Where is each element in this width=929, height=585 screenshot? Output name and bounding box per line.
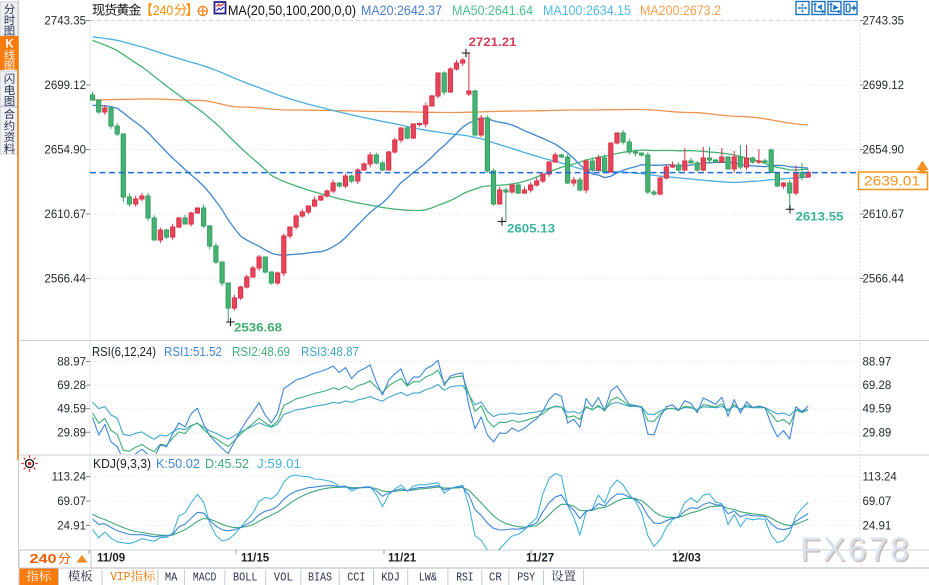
svg-text:RSI2:48.69: RSI2:48.69 bbox=[232, 345, 290, 359]
svg-text:2610.67: 2610.67 bbox=[863, 209, 905, 221]
svg-text:K: K bbox=[5, 39, 14, 51]
svg-text:69.07: 69.07 bbox=[57, 496, 86, 508]
svg-text:RSI1:51.52: RSI1:51.52 bbox=[164, 345, 222, 359]
svg-text:2610.67: 2610.67 bbox=[44, 209, 86, 221]
svg-text:11/21: 11/21 bbox=[388, 553, 417, 565]
svg-text:MA50:2641.64: MA50:2641.64 bbox=[452, 3, 533, 18]
svg-text:MA200:2673.2: MA200:2673.2 bbox=[640, 3, 721, 18]
svg-text:J:59.01: J:59.01 bbox=[257, 457, 301, 471]
svg-text:12/03: 12/03 bbox=[672, 553, 701, 565]
svg-text:49.59: 49.59 bbox=[57, 404, 86, 416]
svg-text:KDJ(9,3,3): KDJ(9,3,3) bbox=[93, 457, 151, 471]
svg-text:24.91: 24.91 bbox=[863, 520, 892, 532]
svg-text:2566.44: 2566.44 bbox=[863, 274, 905, 286]
svg-text:2613.55: 2613.55 bbox=[796, 210, 844, 224]
svg-text:MA100:2634.15: MA100:2634.15 bbox=[543, 3, 631, 18]
svg-text:88.97: 88.97 bbox=[863, 357, 892, 369]
svg-text:FX678: FX678 bbox=[800, 532, 911, 569]
svg-text:KDJ: KDJ bbox=[381, 572, 400, 585]
svg-text:MA(20,50,100,200,0,0): MA(20,50,100,200,0,0) bbox=[228, 3, 356, 18]
svg-text:K:50.02: K:50.02 bbox=[156, 457, 200, 471]
svg-text:11/09: 11/09 bbox=[97, 553, 125, 565]
svg-text:2699.12: 2699.12 bbox=[44, 80, 86, 92]
svg-text:FX678: FX678 bbox=[802, 533, 913, 570]
svg-text:2743.35: 2743.35 bbox=[863, 16, 905, 28]
svg-text:69.28: 69.28 bbox=[57, 380, 86, 392]
svg-text:2699.12: 2699.12 bbox=[863, 80, 905, 92]
svg-text:24.91: 24.91 bbox=[57, 520, 86, 532]
svg-text:D:45.52: D:45.52 bbox=[205, 457, 249, 471]
svg-text:2743.35: 2743.35 bbox=[44, 16, 86, 28]
svg-text:113.24: 113.24 bbox=[52, 472, 87, 484]
svg-text:2654.90: 2654.90 bbox=[863, 145, 905, 157]
svg-text:MA20:2642.37: MA20:2642.37 bbox=[361, 3, 442, 18]
svg-text:MA: MA bbox=[165, 572, 178, 585]
svg-text:29.89: 29.89 bbox=[863, 427, 892, 439]
svg-text:2654.90: 2654.90 bbox=[44, 145, 86, 157]
svg-text:29.89: 29.89 bbox=[57, 427, 86, 439]
svg-text:VOL: VOL bbox=[274, 572, 293, 585]
svg-text:2721.21: 2721.21 bbox=[469, 35, 517, 49]
svg-text:2605.13: 2605.13 bbox=[507, 222, 555, 236]
svg-text:69.07: 69.07 bbox=[863, 496, 892, 508]
svg-text:240: 240 bbox=[153, 3, 173, 18]
svg-text:49.59: 49.59 bbox=[863, 404, 892, 416]
svg-text:69.28: 69.28 bbox=[863, 380, 892, 392]
svg-text:RSI: RSI bbox=[456, 572, 473, 585]
svg-text:BOLL: BOLL bbox=[233, 572, 258, 585]
svg-text:11/27: 11/27 bbox=[526, 553, 554, 565]
svg-text:2536.68: 2536.68 bbox=[234, 321, 282, 335]
svg-text:CCI: CCI bbox=[347, 572, 365, 585]
svg-text:MACD: MACD bbox=[193, 572, 217, 585]
svg-text:RSI3:48.87: RSI3:48.87 bbox=[301, 345, 359, 359]
svg-text:2566.44: 2566.44 bbox=[44, 274, 86, 286]
svg-text:88.97: 88.97 bbox=[57, 357, 86, 369]
svg-text:11/15: 11/15 bbox=[241, 553, 270, 565]
svg-text:2639.01: 2639.01 bbox=[864, 174, 920, 189]
svg-text:CR: CR bbox=[489, 572, 502, 585]
svg-text:113.24: 113.24 bbox=[863, 472, 898, 484]
svg-text:PSY: PSY bbox=[517, 572, 535, 585]
svg-text:VIP: VIP bbox=[110, 571, 130, 584]
svg-text:BIAS: BIAS bbox=[308, 572, 332, 585]
svg-text:240: 240 bbox=[30, 551, 57, 566]
svg-text:RSI(6,12,24): RSI(6,12,24) bbox=[92, 345, 156, 359]
svg-text:LW&: LW& bbox=[419, 572, 437, 585]
